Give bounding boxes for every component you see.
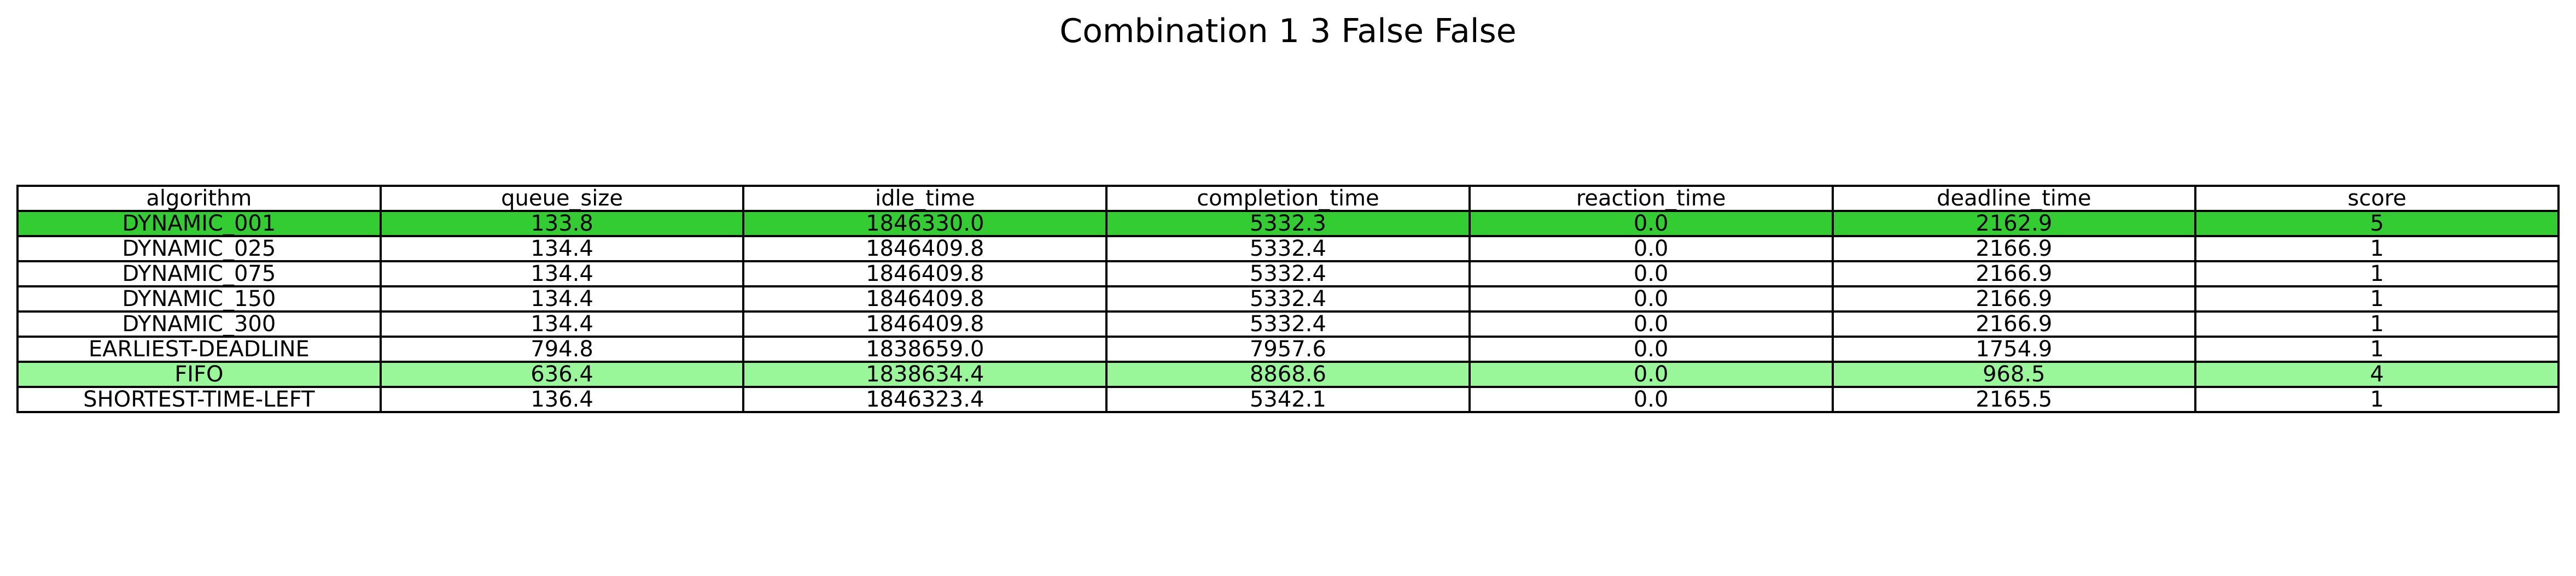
column-header: deadline_time — [1831, 185, 2197, 212]
table-cell: 1846409.8 — [742, 310, 1108, 338]
table-cell: DYNAMIC_075 — [16, 260, 382, 287]
table-cell: 133.8 — [379, 210, 745, 237]
table-row: SHORTEST-TIME-LEFT 136.4 1846323.4 5342.1 0.… — [16, 386, 2560, 413]
table-cell: 0.0 — [1468, 361, 1834, 388]
column-header: idle_time — [742, 185, 1108, 212]
table-cell: 1838634.4 — [742, 361, 1108, 388]
column-header: score — [2194, 185, 2560, 212]
table-row: DYNAMIC_150 134.4 1846409.8 5332.4 0.0 2166.9… — [16, 285, 2560, 313]
table-cell: 2162.9 — [1831, 210, 2197, 237]
table-cell: FIFO — [16, 361, 382, 388]
chart-title: Combination 1 3 False False — [1059, 12, 1517, 50]
table-cell: 5332.4 — [1105, 235, 1471, 262]
table-cell: EARLIEST-DEADLINE — [16, 336, 382, 363]
table-row: DYNAMIC_025 134.4 1846409.8 5332.4 0.0 2166.9… — [16, 235, 2560, 262]
table-cell: 1 — [2194, 310, 2560, 338]
table-cell: DYNAMIC_001 — [16, 210, 382, 237]
table-cell: 0.0 — [1468, 210, 1834, 237]
table-cell: 1846409.8 — [742, 260, 1108, 287]
table-cell: 1 — [2194, 260, 2560, 287]
table-cell: 136.4 — [379, 386, 745, 413]
table-cell: 1 — [2194, 386, 2560, 413]
table-cell: 0.0 — [1468, 235, 1834, 262]
table-cell: 0.0 — [1468, 336, 1834, 363]
table-cell: 134.4 — [379, 235, 745, 262]
table-cell: 2166.9 — [1831, 285, 2197, 313]
table-cell: 0.0 — [1468, 310, 1834, 338]
table-cell: 134.4 — [379, 285, 745, 313]
table-cell: 1754.9 — [1831, 336, 2197, 363]
table-cell: 5332.4 — [1105, 285, 1471, 313]
table-cell: DYNAMIC_300 — [16, 310, 382, 338]
table-cell: SHORTEST-TIME-LEFT — [16, 386, 382, 413]
table-cell: 1846409.8 — [742, 285, 1108, 313]
results-table: algorithm queue_size idle_time completion_t… — [16, 185, 2560, 413]
table-cell: 5 — [2194, 210, 2560, 237]
column-header: queue_size — [379, 185, 745, 212]
table-cell: 5332.4 — [1105, 310, 1471, 338]
table-row: FIFO 636.4 1838634.4 8868.6 0.0 968.5 4 — [16, 361, 2560, 388]
table-cell: 2166.9 — [1831, 260, 2197, 287]
table-cell: 0.0 — [1468, 285, 1834, 313]
table-cell: 1846330.0 — [742, 210, 1108, 237]
table-cell: 134.4 — [379, 310, 745, 338]
table-cell: 7957.6 — [1105, 336, 1471, 363]
table-row: DYNAMIC_075 134.4 1846409.8 5332.4 0.0 2166.9… — [16, 260, 2560, 287]
table-cell: 5332.3 — [1105, 210, 1471, 237]
table-cell: 0.0 — [1468, 386, 1834, 413]
table-cell: 1 — [2194, 336, 2560, 363]
table-body: DYNAMIC_001 133.8 1846330.0 5332.3 0.0 2162.9… — [16, 210, 2560, 413]
table-cell: 2165.5 — [1831, 386, 2197, 413]
table-cell: 134.4 — [379, 260, 745, 287]
table-cell: 968.5 — [1831, 361, 2197, 388]
table-row: DYNAMIC_001 133.8 1846330.0 5332.3 0.0 2162.9… — [16, 210, 2560, 237]
table-cell: 1 — [2194, 235, 2560, 262]
header-row: algorithm queue_size idle_time completion_t… — [16, 185, 2560, 212]
column-header: reaction_time — [1468, 185, 1834, 212]
table-row: DYNAMIC_300 134.4 1846409.8 5332.4 0.0 2166.9… — [16, 310, 2560, 338]
table-row: EARLIEST-DEADLINE 794.8 1838659.0 7957.6 0.0… — [16, 336, 2560, 363]
table-cell: 5342.1 — [1105, 386, 1471, 413]
table-cell: 1838659.0 — [742, 336, 1108, 363]
column-header: completion_time — [1105, 185, 1471, 212]
column-header: algorithm — [16, 185, 382, 212]
table-cell: 1846323.4 — [742, 386, 1108, 413]
table-cell: 794.8 — [379, 336, 745, 363]
table-cell: 5332.4 — [1105, 260, 1471, 287]
table-cell: 0.0 — [1468, 260, 1834, 287]
table-cell: 2166.9 — [1831, 235, 2197, 262]
table-cell: DYNAMIC_150 — [16, 285, 382, 313]
table-cell: DYNAMIC_025 — [16, 235, 382, 262]
table-cell: 636.4 — [379, 361, 745, 388]
table-cell: 4 — [2194, 361, 2560, 388]
table-cell: 1 — [2194, 285, 2560, 313]
table-cell: 8868.6 — [1105, 361, 1471, 388]
table-cell: 2166.9 — [1831, 310, 2197, 338]
table-cell: 1846409.8 — [742, 235, 1108, 262]
